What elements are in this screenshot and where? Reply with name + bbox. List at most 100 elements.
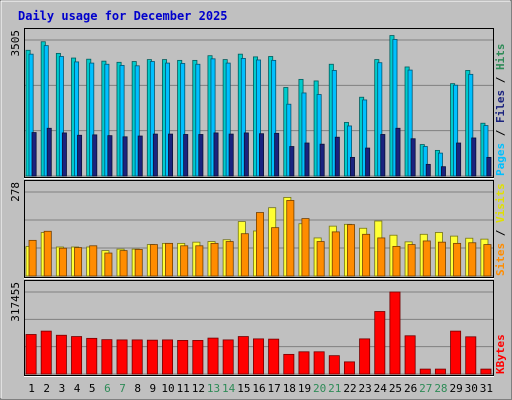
bar-pages-day-23 xyxy=(365,147,371,177)
bar-kbytes-day-7 xyxy=(116,339,128,375)
bar-sites-day-25 xyxy=(392,245,401,277)
bar-pages-day-14 xyxy=(228,133,234,177)
day-label-7: 7 xyxy=(119,382,126,395)
day-label-16: 16 xyxy=(252,382,265,395)
bar-pages-day-10 xyxy=(168,133,174,177)
bar-kbytes-day-15 xyxy=(237,336,249,375)
bar-pages-day-29 xyxy=(456,142,462,177)
bar-kbytes-day-8 xyxy=(131,339,143,375)
bar-kbytes-day-31 xyxy=(480,368,492,375)
bar-pages-day-20 xyxy=(319,143,325,177)
bar-files-day-2 xyxy=(43,45,49,177)
bar-sites-day-6 xyxy=(104,252,113,277)
bar-sites-day-17 xyxy=(271,227,280,277)
bar-files-day-18 xyxy=(286,103,292,177)
bar-kbytes-day-19 xyxy=(298,351,310,375)
bar-files-day-24 xyxy=(377,62,383,177)
bar-pages-day-24 xyxy=(380,134,386,177)
day-label-30: 30 xyxy=(465,382,478,395)
day-label-18: 18 xyxy=(283,382,296,395)
bar-sites-day-4 xyxy=(74,247,83,277)
bar-pages-day-12 xyxy=(198,134,204,177)
max-value-label: 3505 xyxy=(9,30,22,57)
bar-files-day-7 xyxy=(119,65,125,177)
bar-sites-day-11 xyxy=(180,245,189,277)
bar-sites-day-3 xyxy=(58,247,67,277)
bar-files-day-19 xyxy=(301,92,307,177)
bar-files-day-11 xyxy=(180,63,186,177)
bar-files-day-29 xyxy=(453,84,459,177)
bar-pages-day-31 xyxy=(486,156,492,177)
bar-files-day-25 xyxy=(392,39,398,177)
bar-pages-day-22 xyxy=(349,156,355,177)
day-label-26: 26 xyxy=(404,382,417,395)
day-labels: 1 2 3 4 5 6 7 8 9 10 11 12 13 14 15 16 17 18 19 20 21 22 23 24 2… xyxy=(28,382,493,395)
bar-kbytes-day-22 xyxy=(343,361,355,375)
day-label-5: 5 xyxy=(89,382,96,395)
bar-kbytes-day-10 xyxy=(162,339,174,375)
bar-files-day-13 xyxy=(210,58,216,177)
bar-kbytes-day-28 xyxy=(434,368,446,375)
bar-kbytes-day-20 xyxy=(313,351,325,375)
bar-pages-day-9 xyxy=(152,133,158,177)
chart-panels: 3505 Pages / Files / Hits 278 Sites / Visit… xyxy=(9,28,507,377)
legend-hits: Hits xyxy=(494,44,507,71)
bar-kbytes-day-11 xyxy=(177,340,189,375)
bar-sites-day-29 xyxy=(453,242,462,277)
bar-files-day-9 xyxy=(149,61,155,177)
bar-sites-day-18 xyxy=(286,200,295,277)
day-label-20: 20 xyxy=(313,382,326,395)
day-label-21: 21 xyxy=(328,382,341,395)
plot-border xyxy=(24,280,494,376)
bar-pages-day-6 xyxy=(107,135,113,177)
day-label-3: 3 xyxy=(59,382,66,395)
bar-kbytes-day-29 xyxy=(450,330,462,375)
bar-pages-day-18 xyxy=(289,146,295,177)
bar-pages-day-19 xyxy=(304,142,310,177)
day-label-22: 22 xyxy=(343,382,356,395)
bar-pages-day-7 xyxy=(122,136,128,177)
bar-files-day-3 xyxy=(58,56,64,177)
legend-separator: / xyxy=(494,70,507,90)
bar-pages-day-13 xyxy=(213,132,219,177)
day-label-8: 8 xyxy=(134,382,141,395)
max-value-label: 317455 xyxy=(9,282,22,322)
legend-separator: / xyxy=(494,123,507,143)
day-label-19: 19 xyxy=(298,382,311,395)
bar-pages-day-3 xyxy=(61,132,67,177)
bar-kbytes-day-1 xyxy=(25,334,37,375)
bar-kbytes-day-24 xyxy=(374,311,386,375)
day-label-2: 2 xyxy=(43,382,50,395)
day-label-6: 6 xyxy=(104,382,111,395)
bar-files-day-16 xyxy=(256,59,261,177)
bar-kbytes-day-2 xyxy=(40,330,52,375)
bar-kbytes-day-30 xyxy=(465,336,477,375)
bar-kbytes-day-17 xyxy=(268,338,280,375)
bar-files-day-10 xyxy=(165,62,171,177)
bar-sites-day-23 xyxy=(362,233,371,277)
bar-kbytes-day-16 xyxy=(253,338,264,375)
bar-files-day-14 xyxy=(225,62,231,177)
bar-sites-day-26 xyxy=(407,244,416,277)
panel-3: 317455 KBytes xyxy=(9,280,507,377)
bar-kbytes-day-18 xyxy=(283,353,295,375)
day-label-31: 31 xyxy=(480,382,493,395)
legend-pages: Pages xyxy=(494,143,507,176)
bar-files-day-27 xyxy=(422,146,428,177)
bar-kbytes-day-5 xyxy=(86,337,98,375)
bar-pages-day-5 xyxy=(92,134,98,177)
legend-files: Files xyxy=(494,90,507,123)
bar-files-day-20 xyxy=(316,94,322,177)
bar-files-day-15 xyxy=(240,58,246,177)
bar-kbytes-day-6 xyxy=(101,339,113,375)
bar-pages-day-2 xyxy=(46,127,52,177)
bar-files-day-12 xyxy=(195,63,201,177)
bar-pages-day-27 xyxy=(425,163,431,177)
legend-kbytes: KBytes xyxy=(494,334,507,374)
legend-visits: Visits xyxy=(494,183,507,223)
series-legend-label: KBytes xyxy=(494,334,507,374)
day-label-1: 1 xyxy=(28,382,35,395)
bar-sites-day-16 xyxy=(256,212,264,277)
bar-files-day-28 xyxy=(437,152,443,177)
